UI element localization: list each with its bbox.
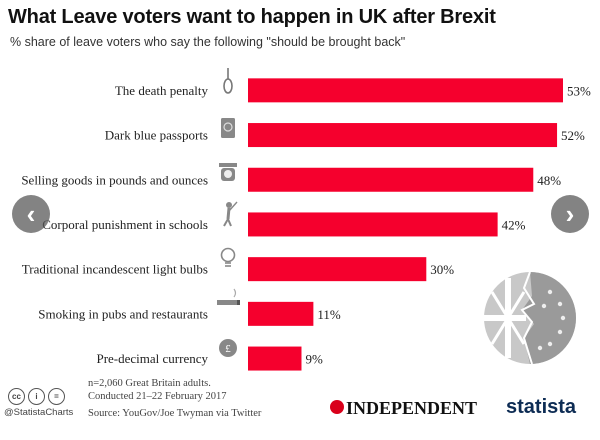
category-label: The death penalty xyxy=(115,83,209,98)
bar xyxy=(248,123,558,148)
value-label: 42% xyxy=(502,217,526,232)
sample-note: n=2,060 Great Britain adults. xyxy=(88,378,211,389)
value-label: 11% xyxy=(317,307,341,322)
category-label: Selling goods in pounds and ounces xyxy=(21,172,208,187)
category-label: Traditional incandescent light bulbs xyxy=(22,262,208,277)
bar xyxy=(248,346,302,371)
value-label: 52% xyxy=(561,128,585,143)
cane-figure-icon xyxy=(223,201,238,227)
passport-icon xyxy=(221,118,235,138)
bar xyxy=(248,78,563,103)
category-label: Smoking in pubs and restaurants xyxy=(38,306,208,321)
source-note: Source: YouGov/Joe Twyman via Twitter xyxy=(88,408,262,419)
statista-handle: @StatistaCharts xyxy=(4,407,74,418)
bar xyxy=(248,167,534,192)
pound-coin-icon: £ xyxy=(219,339,237,357)
value-label: 30% xyxy=(430,262,454,277)
attribution-icon: i xyxy=(28,388,45,405)
chart-subtitle: % share of leave voters who say the foll… xyxy=(10,35,406,49)
no-derivatives-icon: = xyxy=(48,388,65,405)
lightbulb-icon xyxy=(220,247,236,267)
cc-license-icon: cc xyxy=(8,388,25,405)
svg-text:£: £ xyxy=(225,343,231,355)
value-label: 9% xyxy=(305,352,323,367)
next-slide-button[interactable]: › xyxy=(551,195,589,233)
bar xyxy=(248,301,314,326)
value-label: 48% xyxy=(537,173,561,188)
category-label: Pre-decimal currency xyxy=(96,351,208,366)
weighing-scale-icon xyxy=(219,163,237,181)
statista-logo[interactable]: statista xyxy=(506,396,577,418)
category-label: Dark blue passports xyxy=(105,128,208,143)
chart-title: What Leave voters want to happen in UK a… xyxy=(8,6,496,28)
independent-logo[interactable]: INDEPENDENT xyxy=(346,398,478,418)
bar xyxy=(248,212,498,237)
date-note: Conducted 21–22 February 2017 xyxy=(88,391,227,402)
previous-slide-button[interactable]: ‹ xyxy=(12,195,50,233)
broken-flag-graphic-icon xyxy=(484,271,576,365)
noose-icon xyxy=(223,68,233,94)
independent-eagle-icon xyxy=(330,400,344,414)
cigarette-icon xyxy=(217,288,240,305)
category-label: Corporal punishment in schools xyxy=(42,217,208,232)
bar xyxy=(248,257,427,282)
value-label: 53% xyxy=(567,83,591,98)
